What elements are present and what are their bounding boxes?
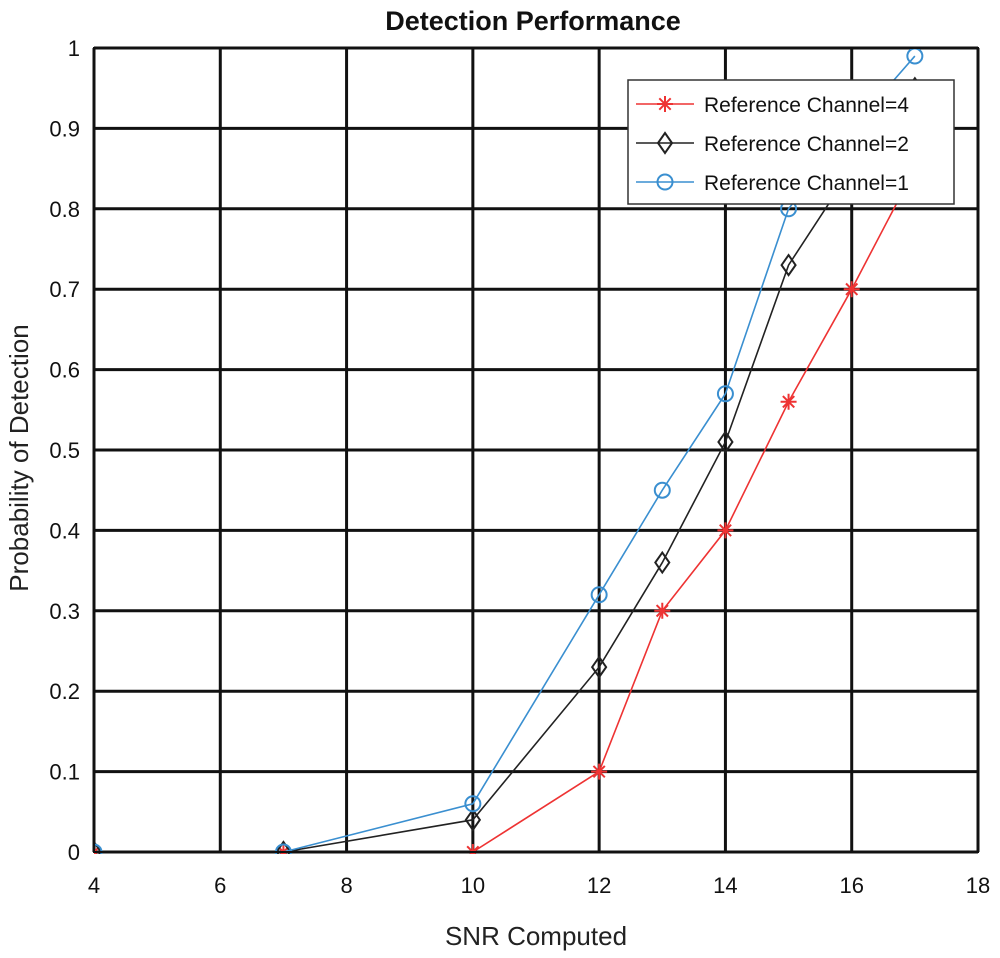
- legend-label: Reference Channel=4: [704, 94, 909, 117]
- data-point: [590, 586, 608, 604]
- legend[interactable]: Reference Channel=4 Reference Channel=2 Re…: [627, 79, 955, 205]
- legend-box: [627, 79, 955, 205]
- legend-item: Reference Channel=4: [636, 94, 909, 117]
- x-tick-label: 18: [966, 873, 990, 898]
- y-tick-label: 0.4: [49, 518, 80, 543]
- plot-frame: [93, 47, 979, 853]
- y-axis-label: Probability of Detection: [4, 324, 34, 591]
- y-tick-label: 0.3: [49, 599, 80, 624]
- x-axis-label: SNR Computed: [445, 921, 627, 951]
- y-ticks: 0 0.1 0.2 0.3 0.4 0.5 0.6 0.7 0.8 0.9 1: [49, 36, 80, 865]
- x-ticks: 4 6 8 10 12 14 16 18: [88, 873, 990, 898]
- data-point: [717, 430, 734, 454]
- data-point: [654, 550, 671, 575]
- legend-item: Reference Channel=2: [636, 131, 909, 156]
- y-tick-label: 0.2: [49, 679, 80, 704]
- data-point: [654, 602, 671, 619]
- data-point: [716, 385, 734, 403]
- data-point: [780, 393, 797, 410]
- data-point: [780, 253, 797, 277]
- y-tick-label: 1: [68, 36, 80, 61]
- y-tick-label: 0.1: [49, 760, 80, 785]
- y-tick-label: 0.9: [49, 116, 80, 141]
- data-point: [94, 840, 103, 854]
- data-point: [843, 281, 860, 298]
- data-point: [653, 481, 671, 499]
- legend-diamond-icon: [656, 131, 674, 155]
- y-tick-label: 0.8: [49, 197, 80, 222]
- data-point: [717, 522, 734, 539]
- x-tick-label: 14: [713, 873, 737, 898]
- y-tick-label: 0.7: [49, 277, 80, 302]
- x-tick-label: 16: [839, 873, 863, 898]
- chart-title: Detection Performance: [385, 6, 681, 36]
- data-point: [464, 808, 482, 832]
- x-tick-label: 12: [587, 873, 611, 898]
- x-tick-label: 6: [214, 873, 226, 898]
- data-point: [590, 655, 608, 679]
- x-tick-label: 8: [340, 873, 352, 898]
- data-point: [275, 840, 292, 854]
- legend-asterisk-icon: [657, 96, 673, 112]
- data-point: [464, 795, 482, 813]
- series-asterisk: [94, 160, 923, 854]
- legend-label: Reference Channel=2: [704, 133, 909, 156]
- y-tick-label: 0.5: [49, 438, 80, 463]
- x-tick-label: 10: [461, 873, 485, 898]
- y-tick-label: 0: [68, 840, 80, 865]
- legend-item: Reference Channel=1: [636, 172, 909, 195]
- y-tick-label: 0.6: [49, 358, 80, 383]
- legend-label: Reference Channel=1: [704, 172, 909, 195]
- data-point: [591, 763, 608, 780]
- x-tick-label: 4: [88, 873, 100, 898]
- legend-circle-icon: [656, 173, 674, 191]
